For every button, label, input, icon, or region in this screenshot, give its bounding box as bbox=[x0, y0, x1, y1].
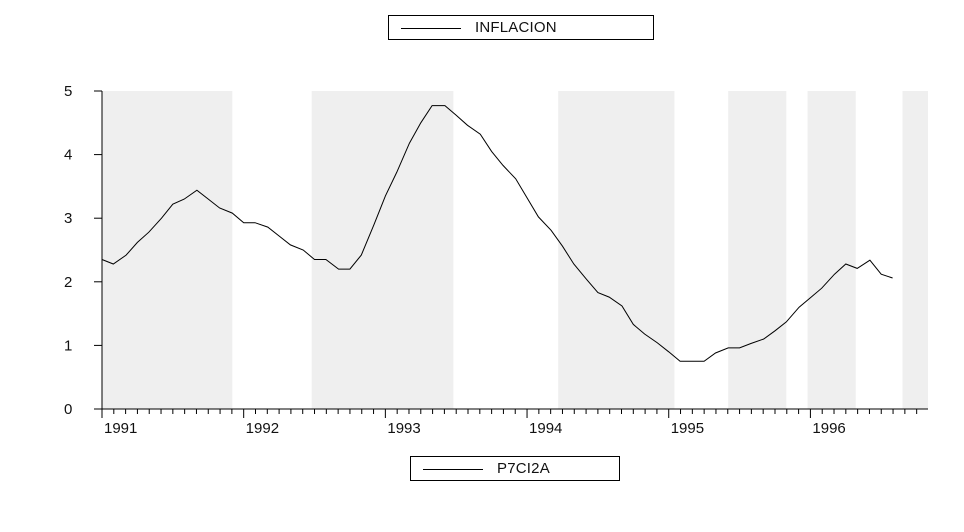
x-tick-labels: 1991 1992 1993 1994 1995 1996 bbox=[104, 420, 846, 437]
y-tick-label: 4 bbox=[64, 147, 72, 164]
legend-top: INFLACION bbox=[388, 15, 654, 40]
x-tick-label: 1996 bbox=[812, 420, 845, 437]
legend-bottom: P7CI2A bbox=[410, 456, 620, 481]
y-tick-label: 2 bbox=[64, 274, 72, 291]
x-tick-label: 1994 bbox=[529, 420, 562, 437]
series-line-0 bbox=[101, 105, 893, 362]
x-tick-label: 1995 bbox=[671, 420, 704, 437]
x-tick-label: 1992 bbox=[246, 420, 279, 437]
shaded-period-1 bbox=[311, 91, 454, 409]
shaded-period-2 bbox=[558, 91, 675, 409]
legend-bottom-label: P7CI2A bbox=[497, 460, 550, 477]
x-tick-label: 1991 bbox=[104, 420, 137, 437]
shaded-period-4 bbox=[807, 91, 856, 409]
y-tick-label: 1 bbox=[64, 337, 72, 354]
y-tick-label: 5 bbox=[64, 83, 72, 100]
y-tick-label: 0 bbox=[64, 401, 72, 418]
chart-axes bbox=[94, 90, 928, 418]
shaded-period-5 bbox=[902, 91, 928, 409]
legend-line-swatch bbox=[401, 28, 461, 29]
y-tick-label: 3 bbox=[64, 210, 72, 227]
legend-line-swatch bbox=[423, 469, 483, 470]
x-tick-label: 1993 bbox=[387, 420, 420, 437]
series-lines bbox=[101, 105, 893, 362]
shaded-periods bbox=[102, 91, 928, 409]
y-tick-labels: 0 1 2 3 4 5 bbox=[64, 83, 72, 418]
legend-top-label: INFLACION bbox=[475, 19, 557, 36]
shaded-period-0 bbox=[102, 91, 233, 409]
shaded-period-3 bbox=[728, 91, 787, 409]
